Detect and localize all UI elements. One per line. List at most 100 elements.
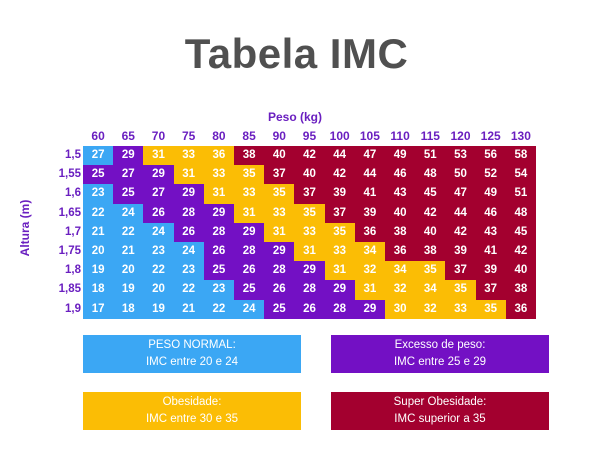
legend-excesso-title: Excesso de peso:: [331, 337, 549, 354]
table-cell: 35: [325, 223, 355, 242]
table-cell: 31: [143, 146, 173, 165]
x-axis-label: Peso (kg): [235, 110, 355, 124]
table-cell: 31: [264, 223, 294, 242]
table-cell: 35: [294, 204, 324, 223]
table-cell: 38: [234, 146, 264, 165]
table-cell: 43: [385, 184, 415, 203]
legend-excesso-range: IMC entre 25 e 29: [331, 354, 549, 371]
row-header: 1,85: [38, 280, 81, 299]
table-cell: 38: [506, 280, 536, 299]
table-cell: 54: [506, 165, 536, 184]
table-cell: 22: [204, 300, 234, 319]
table-cell: 27: [83, 146, 113, 165]
table-cell: 32: [415, 300, 445, 319]
table-cell: 33: [294, 223, 324, 242]
column-header: 125: [476, 127, 506, 145]
table-cell: 26: [264, 280, 294, 299]
table-cell: 33: [174, 146, 204, 165]
table-cell: 24: [234, 300, 264, 319]
table-cell: 47: [445, 184, 475, 203]
table-cell: 28: [234, 242, 264, 261]
table-cell: 37: [264, 165, 294, 184]
legend-super-range: IMC superior a 35: [331, 411, 549, 428]
table-cell: 46: [385, 165, 415, 184]
table-cell: 38: [415, 242, 445, 261]
table-cell: 26: [234, 261, 264, 280]
legend-obesidade: Obesidade: IMC entre 30 e 35: [83, 392, 301, 430]
table-cell: 27: [143, 184, 173, 203]
table-cell: 45: [415, 184, 445, 203]
table-cell: 30: [385, 300, 415, 319]
table-cell: 31: [355, 280, 385, 299]
table-cell: 21: [174, 300, 204, 319]
legend-obesidade-range: IMC entre 30 e 35: [83, 411, 301, 428]
table-cell: 28: [204, 223, 234, 242]
table-cell: 42: [506, 242, 536, 261]
table-cell: 40: [385, 204, 415, 223]
column-header: 95: [294, 127, 324, 145]
table-cell: 20: [113, 261, 143, 280]
table-cell: 26: [174, 223, 204, 242]
row-header: 1,65: [38, 204, 81, 223]
table-cell: 39: [476, 261, 506, 280]
column-header: 75: [174, 127, 204, 145]
row-header: 1,7: [38, 223, 81, 242]
column-header: 80: [204, 127, 234, 145]
column-header: 70: [143, 127, 173, 145]
table-cell: 36: [355, 223, 385, 242]
table-cell: 39: [445, 242, 475, 261]
table-cell: 25: [264, 300, 294, 319]
table-cell: 29: [264, 242, 294, 261]
table-cell: 22: [143, 261, 173, 280]
table-cell: 33: [264, 204, 294, 223]
row-header: 1,9: [38, 300, 81, 319]
table-cell: 37: [445, 261, 475, 280]
y-axis-label-text: Altura (m): [18, 200, 32, 257]
table-cell: 31: [325, 261, 355, 280]
row-header: 1,6: [38, 184, 81, 203]
table-cell: 35: [476, 300, 506, 319]
table-cell: 23: [204, 280, 234, 299]
table-cell: 19: [113, 280, 143, 299]
table-cell: 37: [294, 184, 324, 203]
table-cell: 28: [264, 261, 294, 280]
table-cell: 44: [325, 146, 355, 165]
table-cell: 35: [264, 184, 294, 203]
table-cell: 44: [355, 165, 385, 184]
table-cell: 18: [113, 300, 143, 319]
table-cell: 31: [174, 165, 204, 184]
table-cell: 23: [83, 184, 113, 203]
table-cell: 29: [234, 223, 264, 242]
table-cell: 29: [294, 261, 324, 280]
table-cell: 28: [294, 280, 324, 299]
table-cell: 35: [445, 280, 475, 299]
table-cell: 42: [294, 146, 324, 165]
legend-normal-range: IMC entre 20 e 24: [83, 354, 301, 371]
table-cell: 39: [355, 204, 385, 223]
page-title: Tabela IMC: [0, 30, 593, 78]
column-header: 60: [83, 127, 113, 145]
table-cell: 42: [445, 223, 475, 242]
table-cell: 26: [143, 204, 173, 223]
table-cell: 48: [415, 165, 445, 184]
table-cell: 20: [83, 242, 113, 261]
table-cell: 51: [415, 146, 445, 165]
table-cell: 21: [83, 223, 113, 242]
legend-normal: PESO NORMAL: IMC entre 20 e 24: [83, 335, 301, 373]
table-cell: 37: [325, 204, 355, 223]
table-cell: 33: [325, 242, 355, 261]
table-cell: 20: [143, 280, 173, 299]
table-cell: 35: [415, 261, 445, 280]
table-cell: 29: [325, 280, 355, 299]
table-cell: 26: [294, 300, 324, 319]
table-cell: 47: [355, 146, 385, 165]
column-header: 65: [113, 127, 143, 145]
table-cell: 44: [445, 204, 475, 223]
table-cell: 19: [143, 300, 173, 319]
legend-excesso: Excesso de peso: IMC entre 25 e 29: [331, 335, 549, 373]
table-cell: 29: [204, 204, 234, 223]
table-cell: 23: [143, 242, 173, 261]
table-cell: 36: [204, 146, 234, 165]
table-cell: 22: [83, 204, 113, 223]
table-cell: 36: [385, 242, 415, 261]
